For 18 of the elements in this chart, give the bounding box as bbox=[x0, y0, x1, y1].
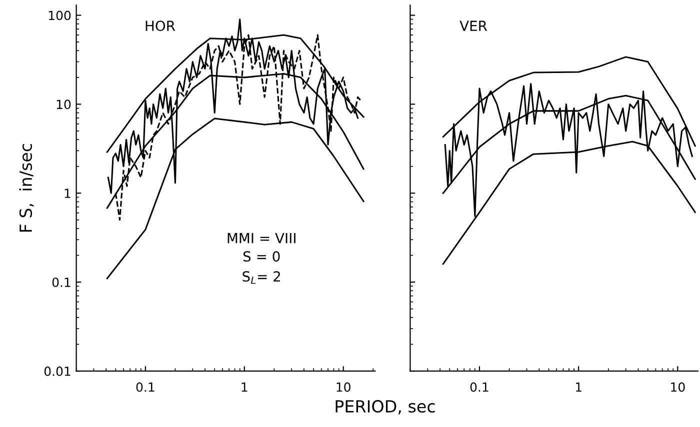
y-tick-label: 100 bbox=[48, 10, 71, 20]
annotation: S$_{L}$= 2 bbox=[242, 271, 280, 284]
x-tick-label: 10 bbox=[336, 382, 350, 392]
x-tick-label: 10 bbox=[671, 382, 685, 392]
annotation: VER bbox=[460, 20, 488, 31]
x-tick-label: 0.1 bbox=[136, 382, 154, 392]
x-tick-label: 1 bbox=[576, 382, 582, 392]
annotation: S = 0 bbox=[243, 251, 280, 262]
x-tick-label: 0.1 bbox=[470, 382, 488, 392]
y-tick-label: 1 bbox=[64, 188, 70, 198]
y-tick-label: 10 bbox=[56, 100, 71, 110]
annotation: HOR bbox=[146, 20, 176, 32]
x-axis-title: PERIOD, sec bbox=[336, 400, 435, 414]
y-tick-label: 0.1 bbox=[52, 278, 70, 288]
y-axis-title: F S, in/sec bbox=[19, 144, 34, 232]
x-tick-label: 1 bbox=[242, 382, 248, 392]
y-tick-label: 0.01 bbox=[44, 366, 70, 376]
annotation: MMI = VIII bbox=[228, 233, 296, 244]
